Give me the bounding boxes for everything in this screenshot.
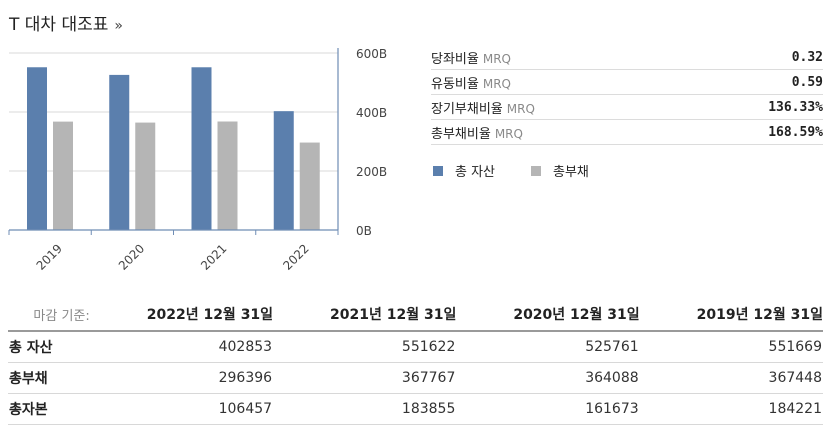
table-cell: 551622 — [273, 331, 457, 363]
title-text: T 대차 대조표 — [9, 15, 109, 35]
column-header: 2020년 12월 31일 — [456, 304, 640, 332]
ratio-unit: MRQ — [482, 76, 511, 91]
y-tick-label: 600B — [356, 47, 387, 61]
x-tick-label: 2022 — [280, 241, 311, 272]
table-cell: 402853 — [89, 331, 274, 363]
ratio-row-current: 유동비율 MRQ 0.59 — [431, 70, 823, 95]
legend-label: 총 자산 — [455, 165, 496, 180]
ratio-row-long-term-debt: 장기부채비율 MRQ 136.33% — [431, 95, 823, 120]
balance-sheet-table: 마감 기준: 2022년 12월 31일 2021년 12월 31일 2020년… — [8, 304, 823, 425]
bars — [27, 67, 320, 230]
column-header: 2021년 12월 31일 — [273, 304, 457, 332]
bar — [27, 67, 47, 230]
ratio-list: 당좌비율 MRQ 0.32 유동비율 MRQ 0.59 장기부채비율 MRQ 136.… — [431, 44, 823, 145]
table-row: 총 자산 402853 551622 525761 551669 — [8, 331, 823, 363]
more-arrow-icon: » — [114, 18, 123, 34]
date-caption: 마감 기준: — [8, 304, 90, 332]
bar — [109, 74, 130, 230]
axes — [8, 48, 339, 235]
table-cell: 367448 — [639, 362, 823, 394]
table-cell: 184221 — [639, 393, 823, 425]
ratio-row-total-debt: 총부채비율 MRQ 168.59% — [431, 120, 823, 145]
y-tick-label: 400B — [356, 106, 387, 120]
x-tick-label: 2020 — [116, 241, 147, 272]
ratio-unit: MRQ — [506, 101, 535, 116]
bar — [299, 142, 320, 230]
ratio-unit: MRQ — [482, 51, 511, 66]
ratio-value: 0.32 — [791, 49, 823, 65]
legend-item-assets: 총 자산 — [433, 161, 495, 180]
bar — [53, 121, 73, 230]
x-tick-label: 2019 — [34, 241, 65, 272]
table-row: 총부채 296396 367767 364088 367448 — [8, 362, 823, 394]
table-cell: 364088 — [456, 362, 640, 394]
caption-text: 마감 기준: — [33, 308, 90, 324]
y-tick-label: 0B — [356, 224, 372, 238]
ratio-row-quick: 당좌비율 MRQ 0.32 — [431, 44, 823, 70]
bar — [273, 111, 294, 230]
balance-sheet-chart: 0B 200B 400B 600B 2019 2020 2021 2022 — [8, 47, 387, 273]
table-cell: 183855 — [273, 393, 457, 425]
x-tick-labels: 2019 2020 2021 2022 — [34, 241, 312, 272]
y-tick-label: 200B — [356, 165, 387, 179]
ratio-label: 장기부채비율 — [431, 101, 503, 117]
x-tick-label: 2021 — [198, 241, 229, 272]
ratio-unit: MRQ — [494, 126, 523, 141]
row-label: 총자본 — [8, 393, 90, 425]
assets-swatch — [433, 165, 443, 176]
ratio-value: 136.33% — [768, 99, 823, 115]
liabilities-swatch — [531, 165, 542, 176]
table-cell: 296396 — [89, 362, 274, 394]
ratio-label: 당좌비율 — [431, 51, 479, 67]
table-cell: 161673 — [456, 393, 640, 425]
column-header: 2022년 12월 31일 — [89, 304, 274, 332]
chart-legend: 총 자산 총부채 — [433, 161, 589, 180]
ratio-label: 유동비율 — [431, 76, 479, 92]
bar — [217, 121, 238, 230]
table-header-row: 마감 기준: 2022년 12월 31일 2021년 12월 31일 2020년… — [8, 304, 823, 332]
table-cell: 551669 — [639, 331, 823, 363]
row-label: 총 자산 — [8, 331, 90, 363]
bar — [191, 67, 212, 230]
table-cell: 106457 — [89, 393, 274, 425]
table-cell: 525761 — [456, 331, 640, 363]
row-label: 총부채 — [8, 362, 90, 394]
ratio-value: 168.59% — [768, 124, 823, 140]
bar — [135, 122, 156, 230]
legend-item-liabilities: 총부채 — [531, 161, 589, 180]
table-row: 총자본 106457 183855 161673 184221 — [8, 393, 823, 425]
table-cell: 367767 — [273, 362, 457, 394]
y-tick-labels: 0B 200B 400B 600B — [356, 47, 387, 238]
column-header: 2019년 12월 31일 — [639, 304, 823, 332]
ratio-value: 0.59 — [791, 74, 823, 90]
ratio-label: 총부채비율 — [431, 126, 491, 142]
legend-label: 총부채 — [553, 165, 589, 180]
page-title[interactable]: T 대차 대조표 » — [9, 10, 123, 35]
